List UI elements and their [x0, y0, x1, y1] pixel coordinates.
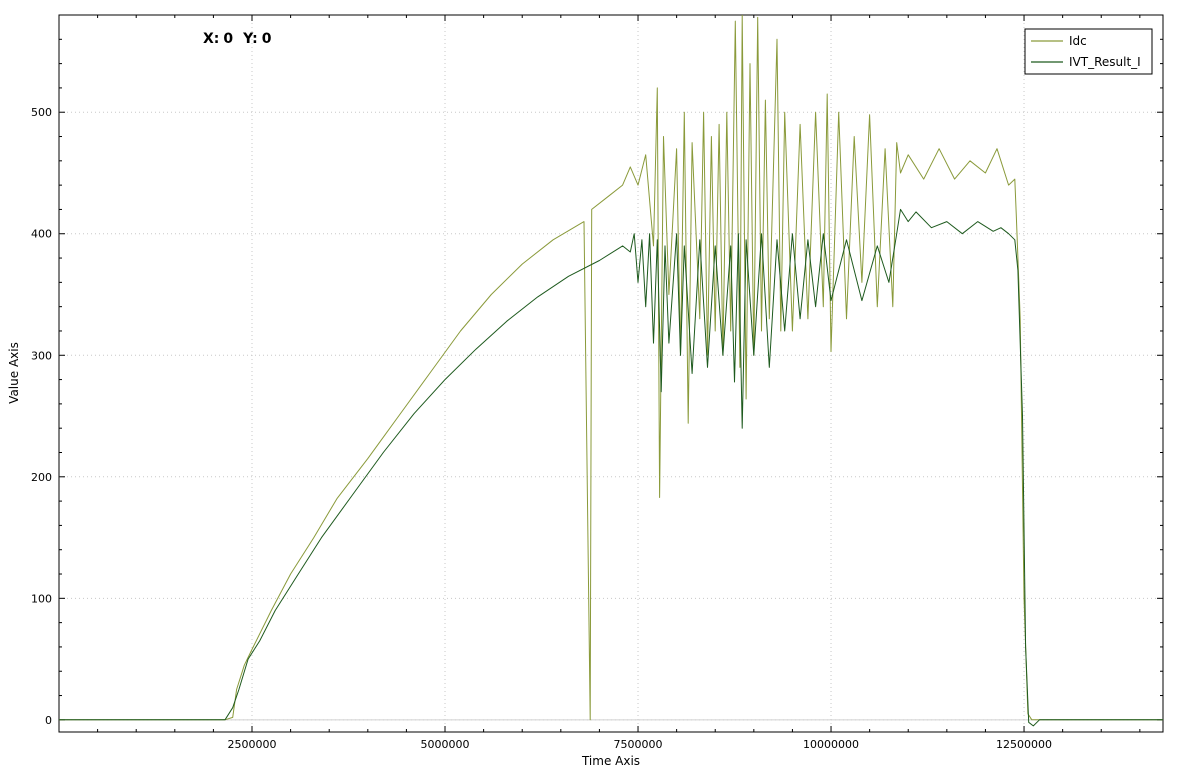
y-tick-label: 200	[31, 471, 52, 484]
readout-y-value: 0	[262, 31, 272, 47]
tick-labels: 0 100 200 300 400 500 2500000 5000000 7500000 100…	[31, 106, 1052, 751]
y-tick-label: 300	[31, 349, 52, 362]
x-tick-label: 7500000	[614, 738, 663, 751]
series-line-idc	[59, 15, 1163, 721]
grid	[59, 15, 1163, 732]
legend[interactable]: Idc IVT_Result_I	[1024, 28, 1153, 75]
readout-x-label: X:	[203, 31, 219, 47]
x-tick-label: 12500000	[996, 738, 1052, 751]
series-layer	[59, 15, 1163, 727]
x-tick-label: 2500000	[228, 738, 277, 751]
y-tick-label: 400	[31, 228, 52, 241]
y-tick-label: 500	[31, 106, 52, 119]
plot-area	[58, 14, 1164, 733]
legend-label-ivt-result-i: IVT_Result_I	[1069, 55, 1141, 69]
readout-x-value: 0	[223, 31, 233, 47]
x-axis-title: Time Axis	[581, 754, 640, 768]
legend-label-idc: Idc	[1069, 34, 1087, 48]
x-tick-label: 5000000	[421, 738, 470, 751]
readout-y-label: Y:	[242, 31, 258, 47]
y-tick-label: 0	[45, 714, 52, 727]
axis-ticks	[59, 14, 1163, 732]
x-tick-label: 10000000	[803, 738, 859, 751]
legend-box	[1024, 28, 1153, 75]
y-axis-title: Value Axis	[7, 342, 21, 404]
series-line-ivt-result-i	[59, 208, 1163, 727]
coordinate-readout: X: 0 Y: 0	[203, 31, 272, 47]
y-tick-label: 100	[31, 592, 52, 605]
svg-text:X:0Y:0: X: 0 Y: 0	[203, 31, 272, 47]
